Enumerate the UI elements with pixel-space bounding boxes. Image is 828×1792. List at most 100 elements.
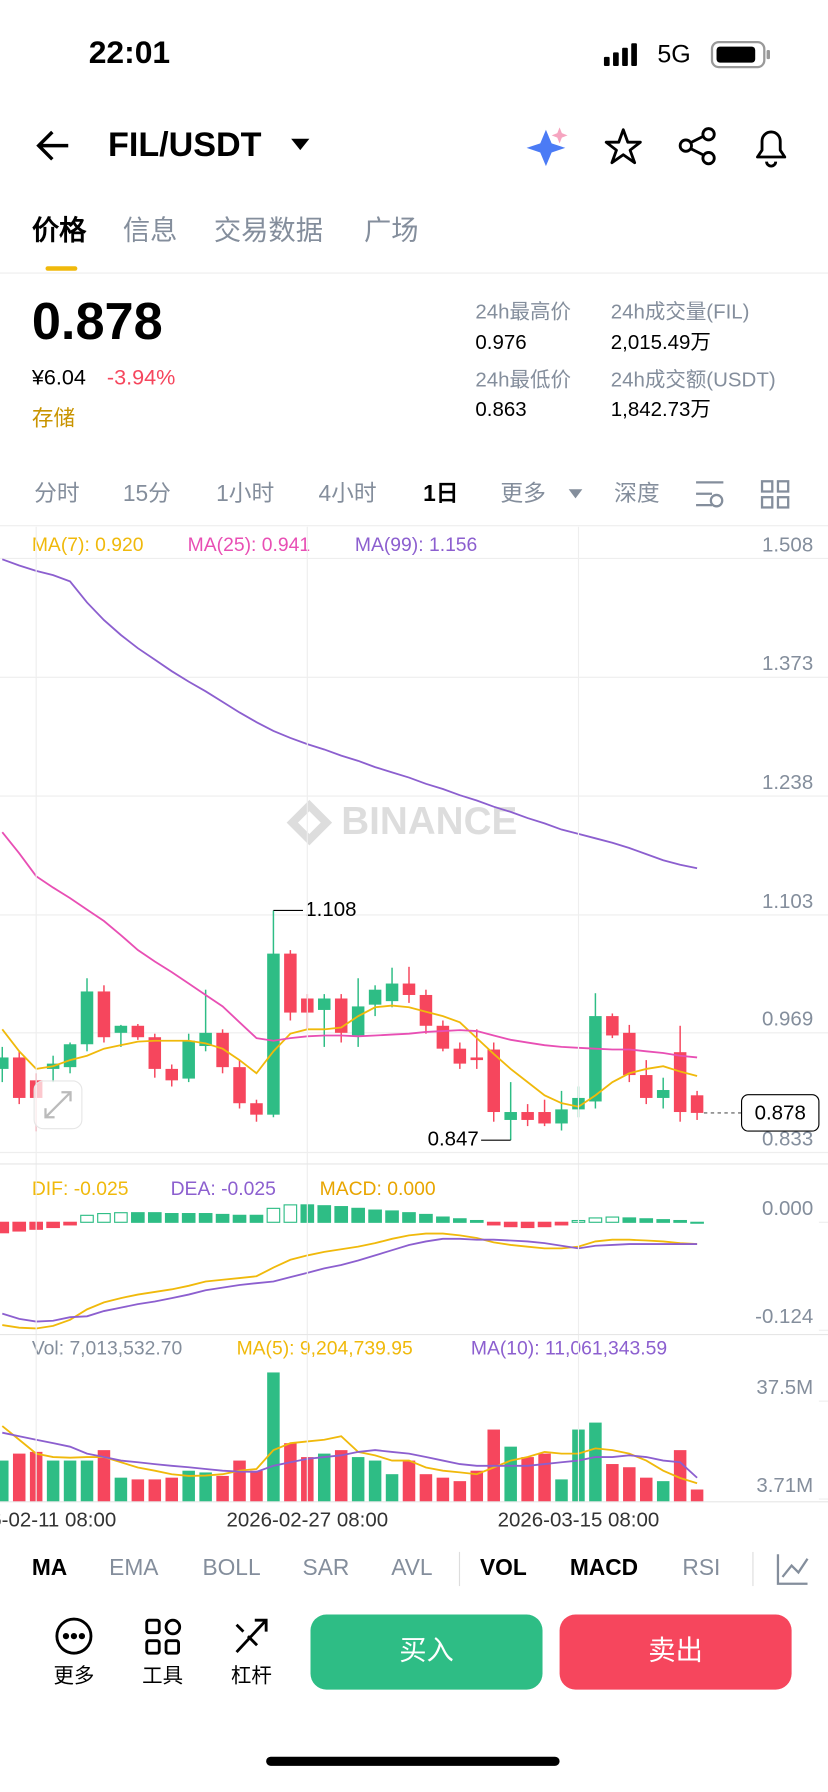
candle-body xyxy=(656,1090,670,1098)
y-tick-label: 1.238 xyxy=(762,771,813,794)
x-tick-label: 2026-03-15 08:00 xyxy=(498,1509,660,1532)
stat-value: 0.976 xyxy=(475,331,526,354)
ai-button[interactable] xyxy=(526,127,568,167)
volume-bar xyxy=(182,1470,195,1502)
candle-body xyxy=(80,991,94,1045)
volume-bar xyxy=(690,1489,704,1502)
candle-body xyxy=(97,991,111,1038)
volume-bar xyxy=(673,1450,687,1502)
candle-body xyxy=(267,953,280,1115)
pair-dropdown[interactable] xyxy=(291,138,310,151)
macd-bar xyxy=(469,1219,484,1223)
macd-bar xyxy=(588,1217,603,1223)
sell-button[interactable] xyxy=(559,1614,792,1690)
buy-button[interactable] xyxy=(310,1614,543,1690)
macd-bar xyxy=(46,1221,60,1229)
tab[interactable]: 价格 xyxy=(32,214,87,245)
ma-line xyxy=(1,1004,698,1108)
legend-label: MA(7): 0.920 xyxy=(32,535,144,556)
candle-body xyxy=(368,989,382,1005)
more-dropdown[interactable] xyxy=(568,489,583,499)
ma-line xyxy=(2,1232,698,1330)
macd-bar xyxy=(12,1221,27,1232)
interval[interactable]: 4小时 xyxy=(318,480,376,506)
tab[interactable]: 信息 xyxy=(123,214,178,245)
candle-body xyxy=(233,1067,246,1104)
sell-label[interactable]: 卖出 xyxy=(648,1634,703,1665)
macd-bar xyxy=(317,1205,332,1223)
favorite-button[interactable] xyxy=(604,128,642,165)
macd-bar xyxy=(215,1213,230,1223)
indicator-settings[interactable] xyxy=(776,1554,809,1585)
candle-body xyxy=(0,1057,9,1069)
layout-button[interactable] xyxy=(760,480,790,509)
stat-label: 24h最高价 xyxy=(475,300,571,323)
kline-chart[interactable]: 1.508 1.373 1.238 1.103 0.969 0.833 MA(7): 0.9… xyxy=(0,526,828,1532)
macd-bar xyxy=(690,1221,704,1224)
volume-bar xyxy=(334,1450,348,1502)
indicator[interactable]: AVL xyxy=(391,1554,432,1580)
macd-bar xyxy=(147,1212,162,1223)
macd-bar xyxy=(419,1213,433,1223)
macd-bar xyxy=(402,1212,416,1223)
candle-body xyxy=(470,1057,484,1061)
indicator[interactable]: MA xyxy=(32,1554,67,1580)
y-tick-label: 37.5M xyxy=(756,1376,813,1399)
chart-settings[interactable] xyxy=(696,481,724,508)
interval[interactable]: 15分 xyxy=(123,480,171,506)
indicator[interactable]: BOLL xyxy=(202,1554,260,1580)
high-label: 1.108 xyxy=(305,898,356,921)
indicator[interactable]: SAR xyxy=(303,1554,350,1580)
candle-body xyxy=(673,1052,687,1113)
last-price-tag xyxy=(740,1094,820,1132)
candle-body xyxy=(284,953,297,1013)
ma-line xyxy=(1,558,698,870)
volume-bar xyxy=(589,1422,602,1502)
candle-body xyxy=(521,1112,534,1120)
home-indicator xyxy=(266,1756,560,1766)
y-tick-label: 1.373 xyxy=(762,652,813,675)
interval[interactable]: 更多 xyxy=(500,480,545,506)
interval[interactable]: 1日 xyxy=(423,480,458,506)
tools-icon[interactable] xyxy=(145,1618,182,1655)
macd-bar xyxy=(605,1216,620,1223)
last-price: 0.878 xyxy=(32,293,163,351)
volume-bar xyxy=(385,1474,399,1502)
volume-bar xyxy=(351,1457,365,1502)
action-label[interactable]: 工具 xyxy=(142,1664,183,1687)
back-button[interactable] xyxy=(36,130,69,161)
interval[interactable]: 1小时 xyxy=(216,480,274,506)
tab[interactable]: 交易数据 xyxy=(214,214,323,245)
candle-body xyxy=(63,1044,77,1068)
buy-label[interactable]: 买入 xyxy=(399,1634,454,1665)
y-tick-label: 3.71M xyxy=(756,1474,813,1497)
volume-bar xyxy=(623,1467,636,1502)
macd-bar xyxy=(266,1207,281,1223)
interval[interactable]: 深度 xyxy=(614,480,659,506)
leverage-icon[interactable] xyxy=(235,1618,268,1654)
indicator[interactable]: EMA xyxy=(109,1554,159,1580)
stat-label: 24h最低价 xyxy=(475,369,571,392)
indicator[interactable]: VOL xyxy=(480,1554,527,1580)
more-icon[interactable] xyxy=(55,1617,93,1655)
share-button[interactable] xyxy=(678,127,716,166)
volume-title: Vol: 7,013,532.70 xyxy=(32,1339,182,1360)
interval[interactable]: 分时 xyxy=(34,480,79,506)
volume-bar xyxy=(0,1460,9,1502)
candle-body xyxy=(555,1109,568,1124)
volume-bar xyxy=(12,1453,26,1502)
pair-title[interactable]: FIL/USDT xyxy=(108,126,262,164)
action-label[interactable]: 更多 xyxy=(53,1664,94,1687)
volume-bar xyxy=(267,1372,280,1502)
action-label[interactable]: 杠杆 xyxy=(231,1664,272,1687)
expand-button[interactable] xyxy=(33,1080,83,1130)
clock: 22:01 xyxy=(89,34,170,70)
tab[interactable]: 广场 xyxy=(364,214,419,245)
alert-button[interactable] xyxy=(756,130,787,168)
candle-body xyxy=(131,1025,145,1038)
category-tag[interactable]: 存储 xyxy=(32,406,75,431)
indicator[interactable]: RSI xyxy=(682,1554,720,1580)
legend-label: MA(5): 9,204,739.95 xyxy=(237,1339,413,1360)
indicator[interactable]: MACD xyxy=(570,1554,638,1580)
